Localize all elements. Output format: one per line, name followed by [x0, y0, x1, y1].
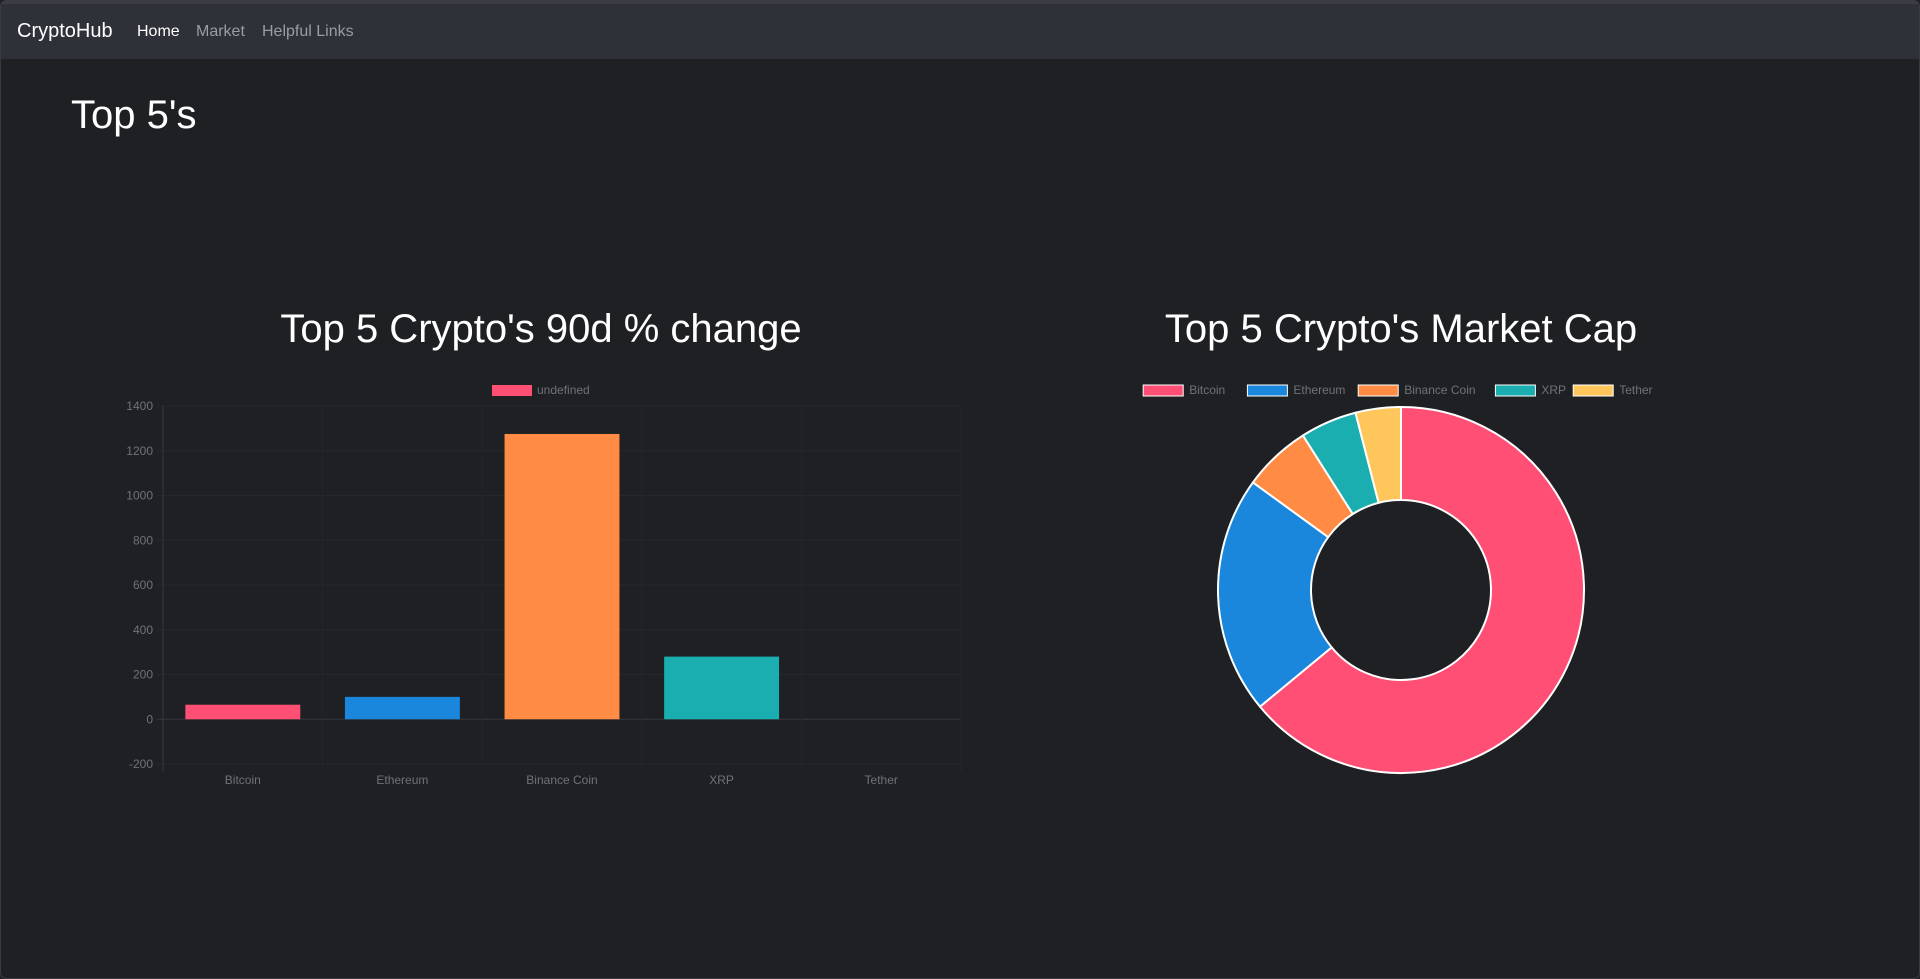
bar-xrp — [664, 656, 780, 720]
legend-swatch-binance-coin — [1357, 384, 1399, 397]
y-tick-label: 400 — [133, 623, 153, 637]
x-tick-label: Ethereum — [376, 773, 428, 787]
y-tick-label: 200 — [133, 668, 153, 682]
legend-label-ethereum: Ethereum — [1293, 383, 1345, 397]
x-tick-label: Tether — [865, 773, 898, 787]
slice-bitcoin — [1258, 405, 1585, 774]
bar-binance-coin — [504, 433, 620, 720]
y-tick-label: 600 — [133, 578, 153, 592]
page-title: Top 5's — [71, 93, 197, 137]
nav-market-link[interactable]: Market — [196, 23, 245, 40]
y-tick-label: 1400 — [126, 399, 153, 413]
legend-swatch-xrp — [1494, 384, 1536, 397]
donut-chart: Bitcoin Ethereum Binance Coin XRP Tether — [1142, 383, 1653, 774]
y-tick-label: 1000 — [126, 489, 153, 503]
legend-swatch-tether — [1572, 384, 1614, 397]
x-tick-label: Binance Coin — [526, 773, 597, 787]
nav-home-link[interactable]: Home — [137, 23, 180, 40]
legend-label-tether: Tether — [1619, 383, 1652, 397]
legend-swatch — [492, 385, 532, 396]
y-tick-label: 0 — [146, 712, 153, 726]
y-tick-label: 800 — [133, 533, 153, 547]
legend-label: undefined — [537, 383, 590, 397]
x-tick-label: XRP — [709, 773, 734, 787]
slice-tether — [1354, 405, 1402, 505]
bar-chart: undefined 1400 1200 1000 800 600 400 200 0 -200 Bi… — [126, 383, 962, 787]
nav-helpful-links-link[interactable]: Helpful Links — [262, 23, 354, 40]
top-navbar: CryptoHub Home Market Helpful Links — [1, 1, 1919, 59]
y-tick-label: -200 — [129, 757, 153, 771]
brand-link[interactable]: CryptoHub — [17, 20, 113, 42]
bar-bitcoin — [185, 704, 301, 720]
bar-ethereum — [344, 696, 460, 720]
bar-chart-title: Top 5 Crypto's 90d % change — [280, 307, 802, 351]
y-tick-label: 1200 — [126, 444, 153, 458]
legend-label-bitcoin: Bitcoin — [1189, 383, 1225, 397]
slice-ethereum — [1217, 481, 1334, 709]
x-tick-label: Bitcoin — [225, 773, 261, 787]
legend-label-xrp: XRP — [1541, 383, 1566, 397]
legend-label-binance-coin: Binance Coin — [1404, 383, 1475, 397]
donut-chart-title: Top 5 Crypto's Market Cap — [1164, 307, 1638, 351]
legend-swatch-bitcoin — [1142, 384, 1184, 397]
legend-swatch-ethereum — [1246, 384, 1288, 397]
